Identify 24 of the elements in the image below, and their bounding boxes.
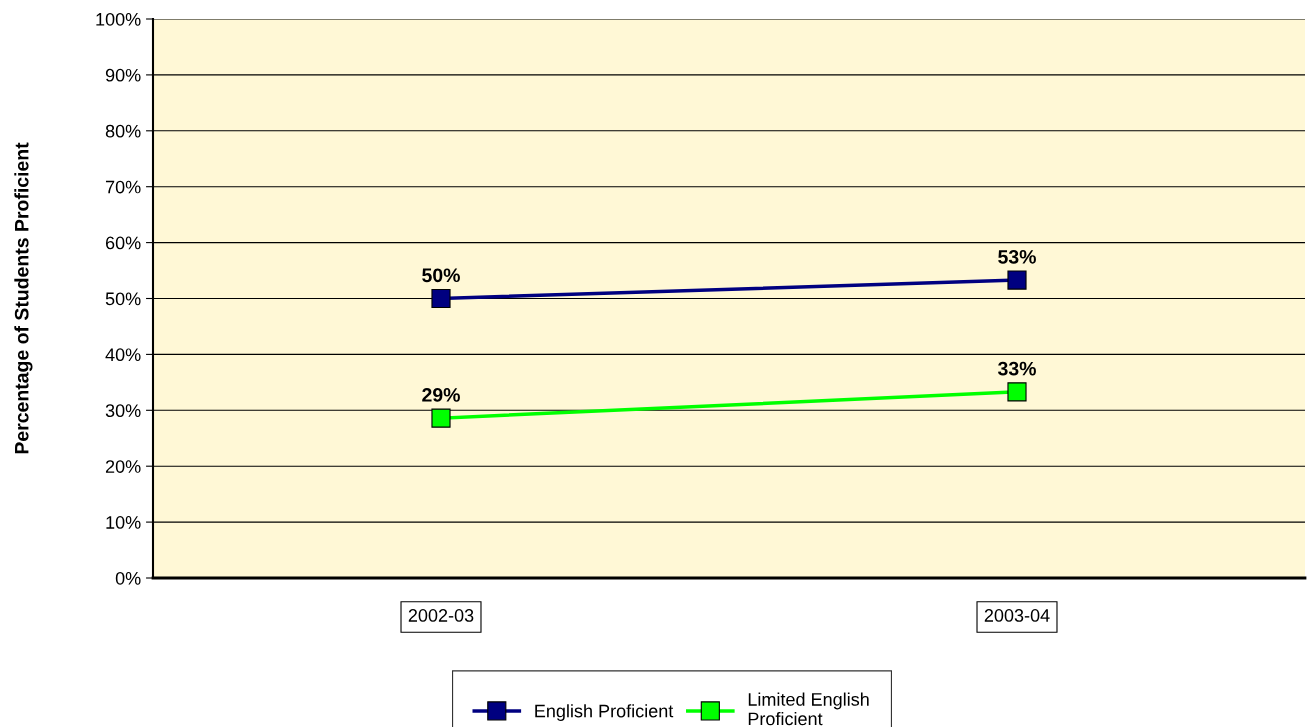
data-label: 53%: [998, 249, 1036, 264]
point: [431, 408, 451, 428]
y-axis-title: Percentage of Students Proficient: [14, 142, 33, 454]
point: [1007, 270, 1027, 290]
legend-label: Limited English Proficient: [748, 692, 869, 726]
x-tick-label: 2003-04: [984, 609, 1050, 622]
y-tick-label: 40%: [105, 348, 141, 362]
y-tick-label: 50%: [105, 292, 141, 306]
y-tick-label: 0%: [115, 571, 141, 585]
y-tick-label: 30%: [105, 404, 141, 418]
y-tick-label: 70%: [105, 180, 141, 194]
y-tick-label: 90%: [105, 68, 141, 82]
point: [1007, 382, 1027, 402]
data-label: 50%: [422, 268, 460, 283]
point: [431, 288, 451, 309]
y-tick-label: 10%: [106, 516, 141, 529]
y-tick-label: 20%: [105, 460, 141, 473]
legend-label: English Proficient: [535, 704, 674, 721]
y-tick-label: 80%: [105, 124, 141, 138]
y-tick-label: 60%: [105, 236, 141, 250]
y-tick-label: 100%: [96, 12, 141, 26]
x-tick-label: 2002-03: [408, 609, 474, 622]
data-label: 33%: [997, 361, 1036, 376]
data-label: 29%: [422, 388, 460, 402]
